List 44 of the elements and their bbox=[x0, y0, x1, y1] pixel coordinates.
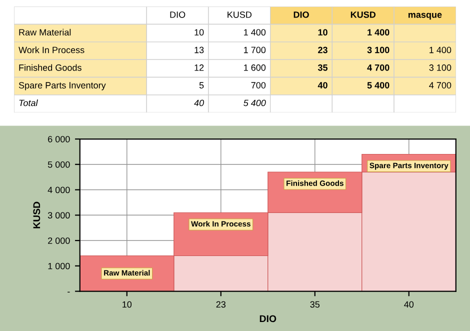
text: 5 400 bbox=[367, 82, 390, 88]
y-tick-label: 5 000 bbox=[48, 161, 70, 168]
category-label: Work In Process bbox=[18, 46, 84, 54]
x-tick-label: 10 bbox=[122, 301, 132, 308]
category-label: Spare Parts Inventory bbox=[18, 82, 106, 90]
y-tick-label: 2 000 bbox=[48, 237, 70, 244]
y-axis-title: KUSD bbox=[33, 202, 40, 228]
text: 5 bbox=[199, 82, 204, 88]
text: 4 700 bbox=[367, 64, 390, 71]
y-tick-label: 1 000 bbox=[48, 262, 70, 270]
category-label: KUSD bbox=[350, 11, 376, 18]
category-label: DIO bbox=[294, 11, 309, 18]
y-tick-label: - bbox=[68, 292, 70, 293]
category-label: DIO bbox=[170, 11, 186, 18]
category-label: Total bbox=[19, 100, 38, 106]
category-label: KUSD bbox=[228, 11, 252, 18]
text: 1 400 bbox=[244, 29, 266, 36]
category-label: Finished Goods bbox=[19, 64, 82, 71]
text: 1 600 bbox=[244, 64, 266, 71]
text: 3 100 bbox=[429, 64, 452, 71]
text: 1 700 bbox=[244, 46, 266, 54]
text: 10 bbox=[318, 29, 328, 36]
text: 700 bbox=[251, 82, 266, 88]
x-tick-label: 40 bbox=[404, 301, 414, 308]
text: 35 bbox=[318, 64, 328, 71]
text: 1 400 bbox=[368, 29, 390, 36]
text: 12 bbox=[194, 64, 204, 71]
text: 13 bbox=[194, 46, 204, 54]
y-tick-label: 3 000 bbox=[48, 212, 70, 219]
category-label: masque bbox=[408, 12, 442, 20]
text: 3 100 bbox=[367, 46, 390, 54]
text: 5 400 bbox=[244, 100, 266, 106]
text: 40 bbox=[194, 100, 204, 106]
text: 10 bbox=[194, 29, 204, 36]
text: 4 700 bbox=[429, 82, 452, 88]
y-tick-label: 4 000 bbox=[48, 186, 70, 194]
x-tick-label: 35 bbox=[310, 301, 320, 308]
x-axis-title: DIO bbox=[260, 315, 276, 322]
y-tick-label: 6 000 bbox=[48, 136, 70, 142]
x-tick-label: 23 bbox=[216, 301, 226, 308]
text: 1 400 bbox=[430, 46, 452, 54]
text: 40 bbox=[318, 82, 328, 88]
text: 23 bbox=[318, 46, 328, 54]
category-label: Raw Material bbox=[19, 28, 71, 36]
